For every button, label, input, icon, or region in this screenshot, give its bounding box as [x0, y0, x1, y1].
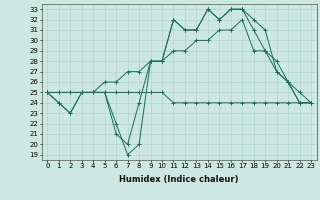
X-axis label: Humidex (Indice chaleur): Humidex (Indice chaleur): [119, 175, 239, 184]
